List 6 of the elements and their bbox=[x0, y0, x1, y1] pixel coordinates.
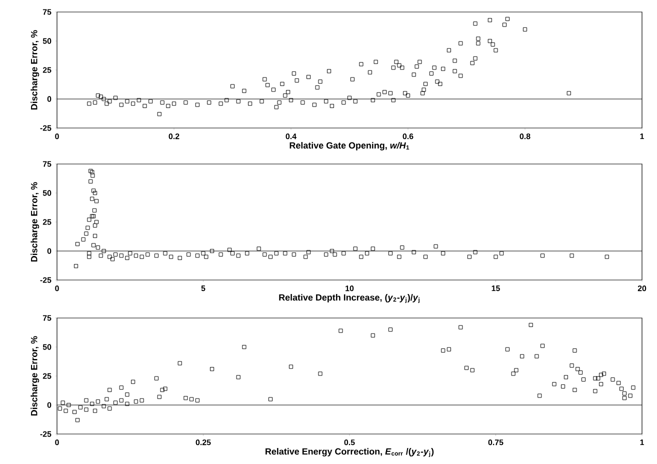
y-axis-title: Discharge Error, % bbox=[30, 182, 40, 262]
x-axis-title: Relative Gate Opening, w/H$_{1}$ bbox=[290, 142, 410, 150]
y-axis-title: Discharge Error, % bbox=[30, 30, 40, 110]
y-axis-title: Discharge Error, % bbox=[30, 336, 40, 416]
text: Relative Depth Increase, (y$_{2}$-y$_{j}$)/y$_{j}$ bbox=[279, 294, 420, 303]
text: Relative Energy Correction, E$_{corr}$ /(y$_{2}$-y$_{j}$) bbox=[266, 448, 434, 457]
